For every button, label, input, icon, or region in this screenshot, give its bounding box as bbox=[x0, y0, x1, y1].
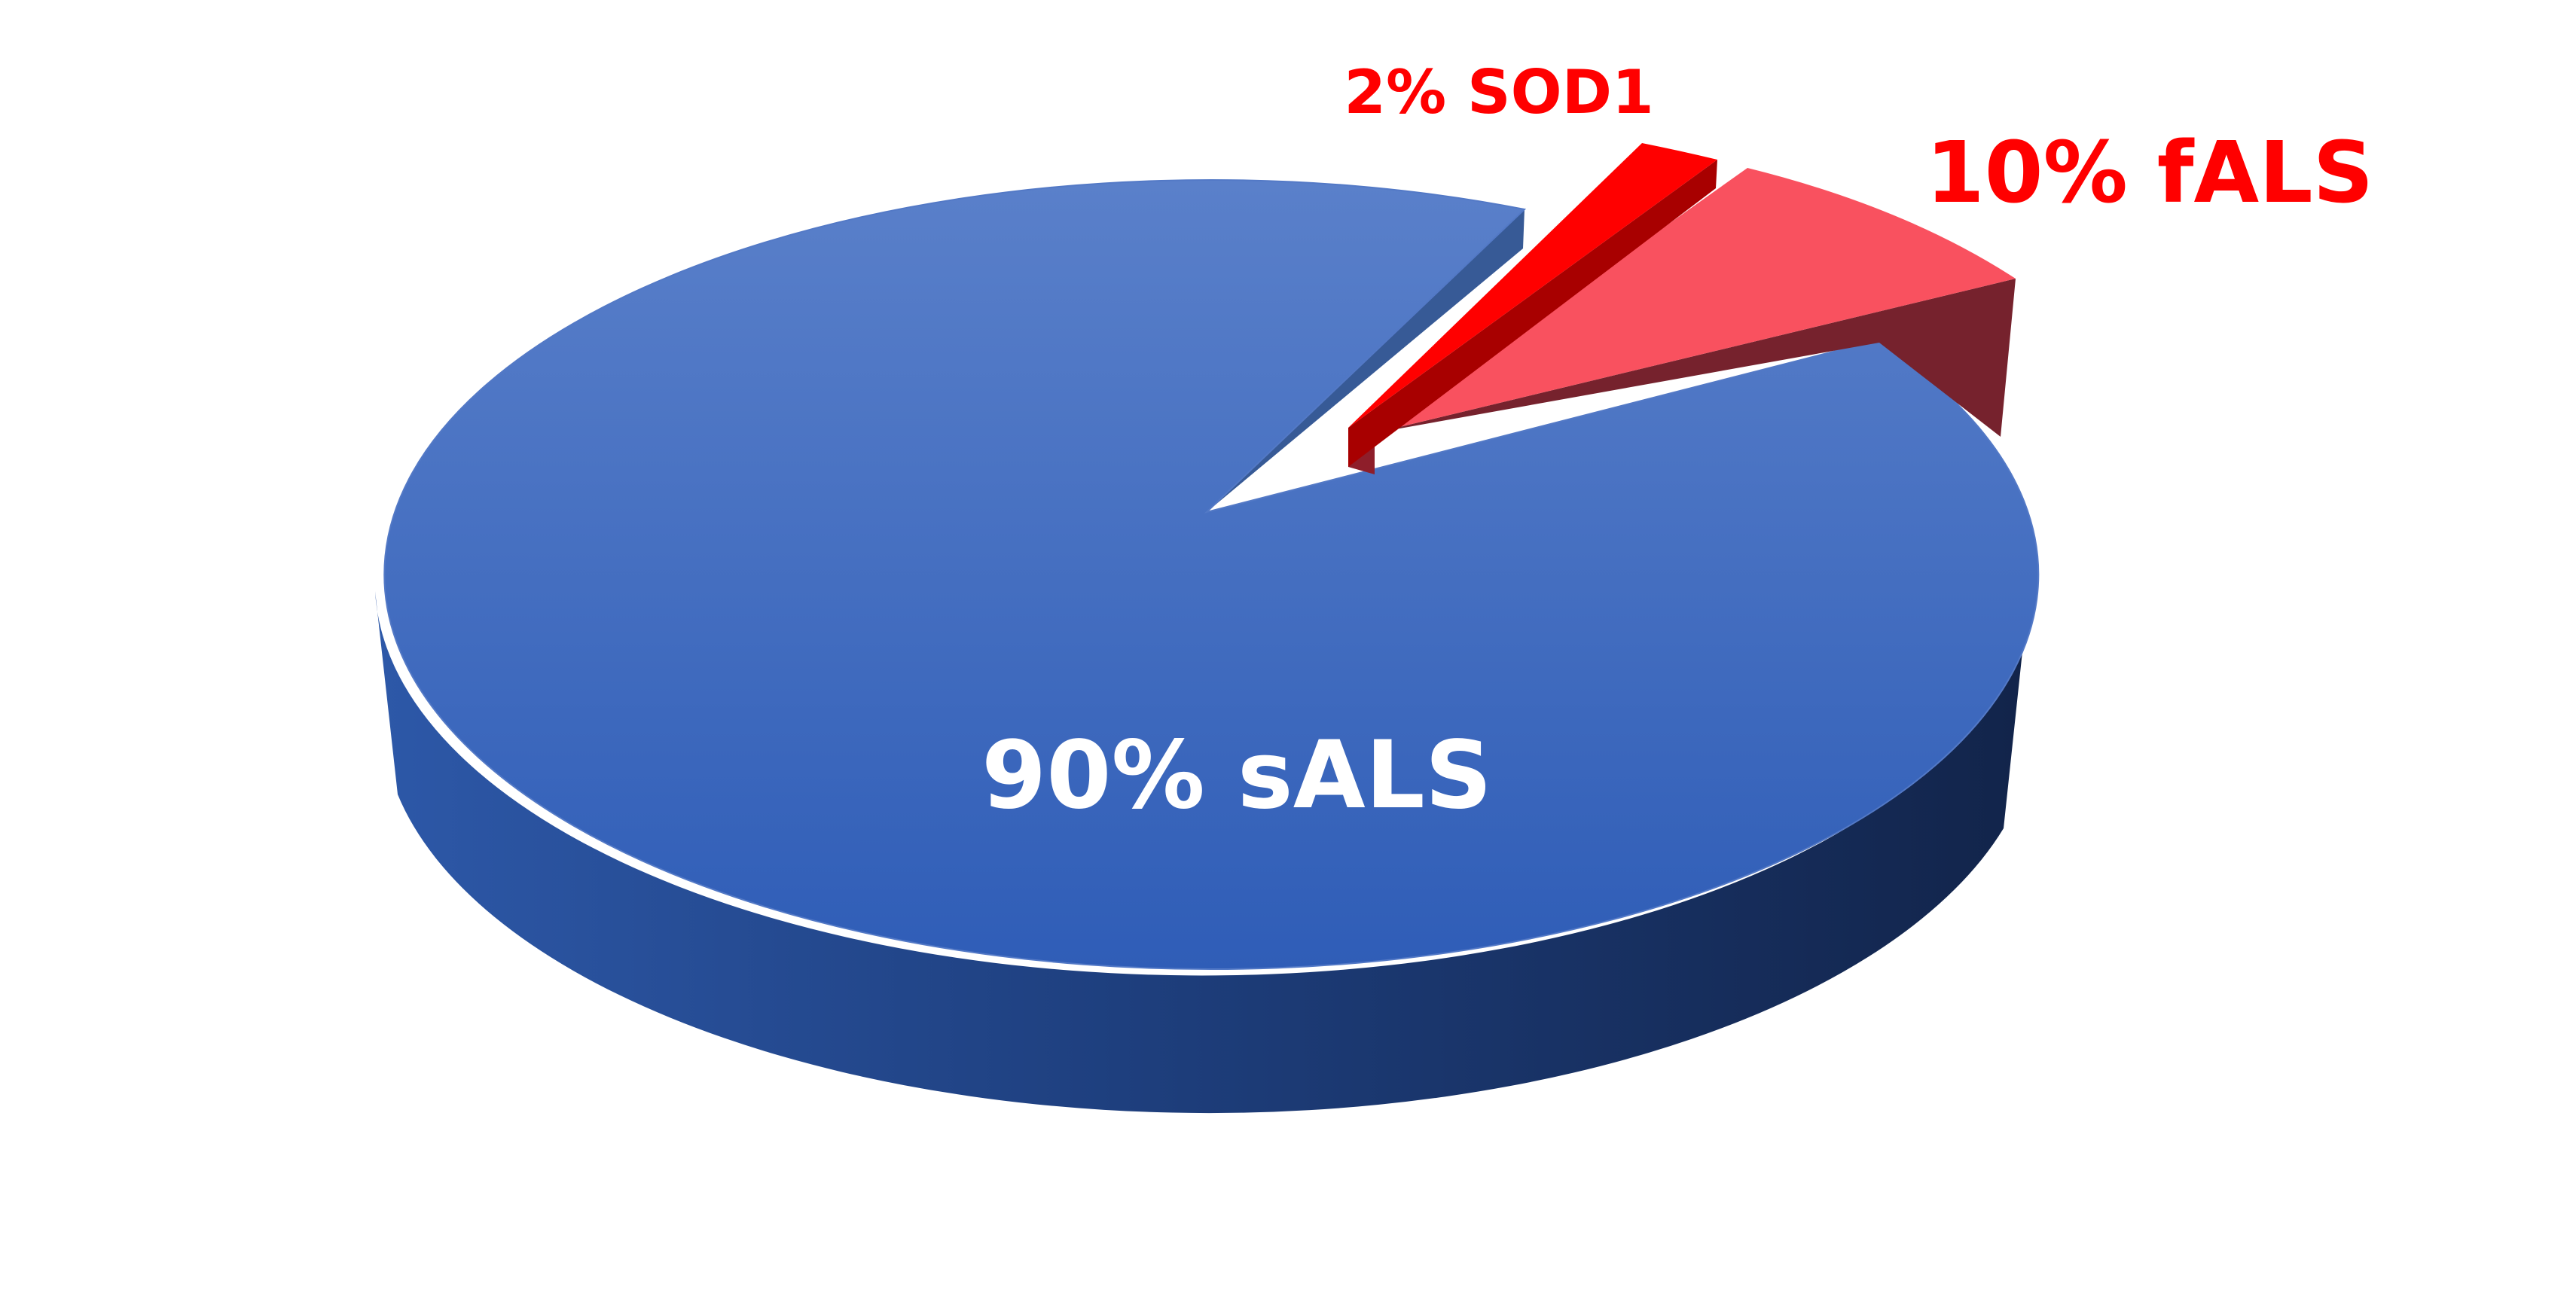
pie-slice-sod1-side bbox=[1348, 160, 1717, 467]
slice-label-sals: 90% sALS bbox=[981, 721, 1492, 830]
pie-slice-sals-side bbox=[375, 591, 2028, 1114]
pie-slice-sals bbox=[383, 179, 2040, 970]
slice-label-fals: 10% fALS bbox=[1926, 124, 2374, 222]
pie-slice-fals bbox=[1375, 168, 2016, 433]
pie-slice-fals-side bbox=[1375, 279, 2016, 437]
pie-slice-sod1 bbox=[1348, 143, 1717, 428]
slice-label-sod1: 2% SOD1 bbox=[1344, 57, 1653, 127]
